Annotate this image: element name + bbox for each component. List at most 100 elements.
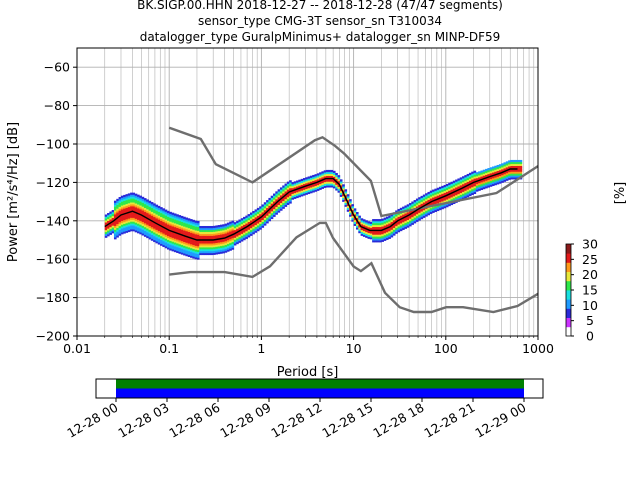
colorbar-segment <box>566 299 571 302</box>
density-cell <box>146 205 149 208</box>
density-cell <box>346 198 350 201</box>
density-cell <box>171 237 175 240</box>
density-cell <box>494 171 497 174</box>
density-cell <box>282 206 285 209</box>
density-cell <box>305 181 308 184</box>
density-cell <box>441 185 444 189</box>
density-cell <box>116 206 119 209</box>
density-cell <box>162 221 165 224</box>
density-cell <box>510 173 514 176</box>
density-cell <box>420 203 424 206</box>
density-cell <box>238 231 242 234</box>
density-cell <box>236 228 239 231</box>
density-cell <box>397 220 401 223</box>
density-cell <box>457 189 461 193</box>
density-cell <box>171 218 175 221</box>
density-cell <box>139 230 142 233</box>
density-cell <box>178 245 182 249</box>
density-cell <box>148 237 152 240</box>
density-cell <box>166 235 170 238</box>
density-cell <box>374 240 378 243</box>
density-cell <box>473 187 477 191</box>
density-cell <box>183 232 186 235</box>
density-cell <box>462 193 465 196</box>
density-cell <box>302 189 306 192</box>
density-cell <box>155 223 159 227</box>
density-cell <box>305 192 308 195</box>
density-cell <box>298 193 301 196</box>
density-cell <box>457 178 461 181</box>
density-cell <box>349 201 352 204</box>
density-cell <box>367 236 371 239</box>
density-cell <box>309 175 313 178</box>
density-cell <box>376 236 380 239</box>
density-cell <box>420 195 424 199</box>
colorbar-segment <box>566 300 571 303</box>
density-cell <box>425 195 428 198</box>
density-cell <box>120 205 124 208</box>
density-cell <box>443 200 447 203</box>
density-cell <box>201 227 205 231</box>
x-tick-label: 0.01 <box>63 341 91 356</box>
density-cell <box>376 230 380 233</box>
density-cell <box>164 221 168 224</box>
colorbar-segment <box>566 325 571 328</box>
density-cell <box>146 207 149 210</box>
density-cell <box>473 170 477 173</box>
timeline-tick-label: 12-28 18 <box>370 400 426 441</box>
density-cell <box>113 225 117 228</box>
density-cell <box>282 202 285 205</box>
density-cell <box>459 177 463 180</box>
density-cell <box>489 180 493 183</box>
density-cell <box>192 240 195 244</box>
density-cell <box>409 220 412 223</box>
density-cell <box>173 244 177 247</box>
density-cell <box>448 203 451 207</box>
density-cell <box>169 213 172 216</box>
density-cell <box>339 185 343 188</box>
density-cell <box>187 220 191 223</box>
density-cell <box>466 175 470 179</box>
density-cell <box>245 230 248 234</box>
density-cell <box>275 191 278 194</box>
density-cell <box>215 229 218 232</box>
density-cell <box>515 159 518 163</box>
density-cell <box>194 232 198 235</box>
density-cell <box>213 237 216 240</box>
density-cell <box>480 183 484 187</box>
density-cell <box>141 216 145 219</box>
density-cell <box>120 209 124 212</box>
density-cell <box>399 215 403 218</box>
density-cell <box>388 217 391 220</box>
density-cell <box>462 180 465 183</box>
density-cell <box>369 235 373 238</box>
density-cell <box>485 178 488 181</box>
density-cell <box>515 171 518 174</box>
density-cell <box>448 196 451 199</box>
density-cell <box>512 173 516 176</box>
density-cell <box>187 245 191 248</box>
density-cell <box>243 234 246 237</box>
density-cell <box>374 230 378 233</box>
density-cell <box>162 237 165 240</box>
density-cell <box>217 240 221 243</box>
density-cell <box>466 191 470 194</box>
density-cell <box>196 251 200 254</box>
colorbar-segment <box>566 305 571 308</box>
density-cell <box>157 211 161 214</box>
density-cell <box>362 230 366 234</box>
density-cell <box>233 235 237 238</box>
density-cell <box>268 201 272 204</box>
density-cell <box>512 159 516 163</box>
density-cell <box>418 216 421 219</box>
colorbar-segment <box>566 291 571 294</box>
density-cell <box>302 193 306 196</box>
density-cell <box>127 216 131 219</box>
density-cell <box>164 219 168 222</box>
density-cell <box>468 172 472 176</box>
colorbar-segment <box>566 256 571 259</box>
density-cell <box>146 235 149 239</box>
density-cell <box>293 192 297 196</box>
density-cell <box>466 187 470 190</box>
density-cell <box>436 199 440 202</box>
